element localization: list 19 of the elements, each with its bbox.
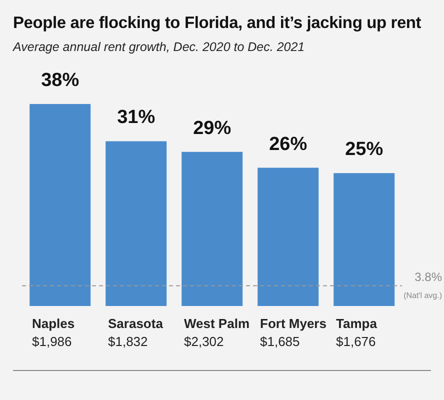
bar [30,104,91,306]
chart-subtitle: Average annual rent growth, Dec. 2020 to Dec. 2021 [13,40,305,54]
bar [258,168,319,306]
x-tick-label: Fort Myers $1,685 [260,316,326,349]
x-tick-label: West Palm $2,302 [184,316,250,349]
chart-title: People are flocking to Florida, and it’s jacking up rent [13,14,422,33]
data-label: 38% [41,70,80,91]
bar [182,152,243,306]
bar [106,141,167,306]
text: (Nat'l avg.) [404,290,442,300]
data-label: 25% [345,139,384,160]
ref-line-label: 3.8% [414,270,442,284]
data-label: 29% [193,118,232,139]
x-tick-label: Tampa $1,676 [336,316,378,349]
data-label: 31% [117,107,156,128]
data-label: 26% [269,134,308,155]
bar [334,173,395,306]
x-tick-label: Sarasota $1,832 [108,316,164,349]
x-tick-label: Naples $1,986 [32,316,75,349]
